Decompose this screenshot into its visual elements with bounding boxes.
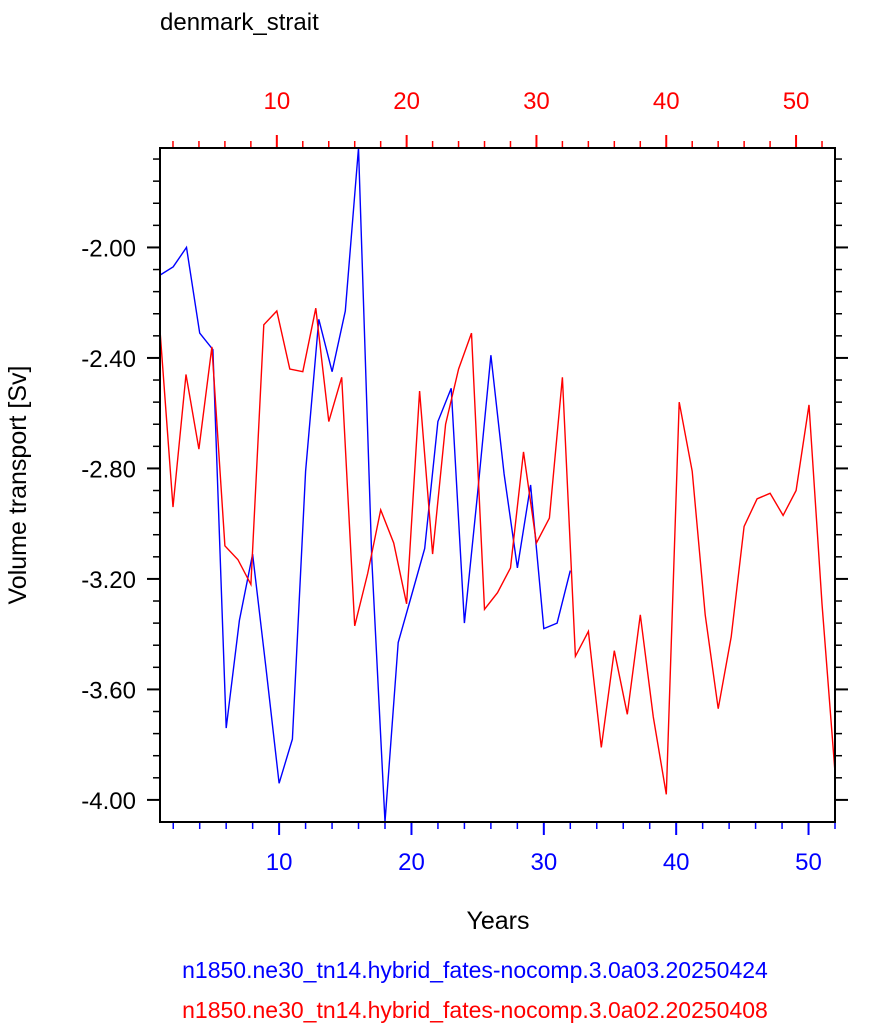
y-tick-label: -2.00 [81, 235, 136, 262]
x-tick-label-bottom: 30 [530, 849, 557, 876]
x-tick-label-top: 10 [263, 88, 290, 115]
x-tick-label-top: 50 [783, 88, 810, 115]
x-tick-label-bottom: 50 [795, 849, 822, 876]
legend-entry-blue: n1850.ne30_tn14.hybrid_fates-nocomp.3.0a… [182, 957, 768, 983]
x-axis-label: Years [466, 907, 529, 935]
y-tick-label: -3.60 [81, 677, 136, 704]
x-tick-label-top: 40 [653, 88, 680, 115]
y-tick-label: -2.40 [81, 346, 136, 373]
y-tick-label: -4.00 [81, 788, 136, 815]
x-tick-label-bottom: 20 [398, 849, 425, 876]
legend-entry-red: n1850.ne30_tn14.hybrid_fates-nocomp.3.0a… [182, 997, 768, 1023]
plot-area: -2.00 -2.40 -2.80 -3.20 -3.60 -4.00 10 20 30 40 50… [81, 88, 848, 876]
x-tick-label-bottom: 10 [266, 849, 293, 876]
x-tick-label-top: 20 [393, 88, 420, 115]
y-tick-label: -2.80 [81, 456, 136, 483]
y-tick-label: -3.20 [81, 567, 136, 594]
chart-title: denmark_strait [160, 9, 319, 36]
series-line-red [159, 308, 836, 795]
x-tick-label-bottom: 40 [663, 849, 690, 876]
series-line-blue [159, 147, 571, 823]
x-tick-label-top: 30 [523, 88, 550, 115]
plot-frame [159, 147, 836, 823]
y-axis-label: Volume transport [Sv] [4, 365, 32, 604]
